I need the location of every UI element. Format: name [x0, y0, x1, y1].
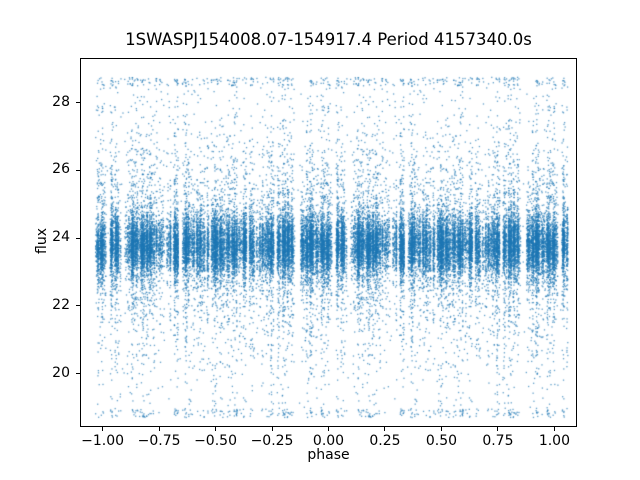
y-tick-mark	[76, 305, 80, 306]
y-tick-label: 28	[28, 94, 70, 111]
y-tick-mark	[76, 170, 80, 171]
x-tick-mark	[102, 427, 103, 431]
x-axis-label: phase	[80, 447, 577, 463]
y-tick-label: 22	[28, 297, 70, 314]
x-tick-mark	[384, 427, 385, 431]
y-tick-label: 26	[28, 161, 70, 178]
x-tick-mark	[215, 427, 216, 431]
x-tick-mark	[497, 427, 498, 431]
y-tick-mark	[76, 373, 80, 374]
x-tick-mark	[328, 427, 329, 431]
y-tick-mark	[76, 238, 80, 239]
x-tick-mark	[554, 427, 555, 431]
light-curve-figure: 1SWASPJ154008.07-154917.4 Period 4157340…	[0, 0, 640, 480]
y-tick-label: 20	[28, 365, 70, 382]
x-tick-mark	[272, 427, 273, 431]
scatter-points-canvas	[0, 0, 640, 480]
y-axis-label: flux	[34, 228, 50, 254]
y-tick-mark	[76, 102, 80, 103]
x-tick-mark	[159, 427, 160, 431]
x-tick-mark	[441, 427, 442, 431]
